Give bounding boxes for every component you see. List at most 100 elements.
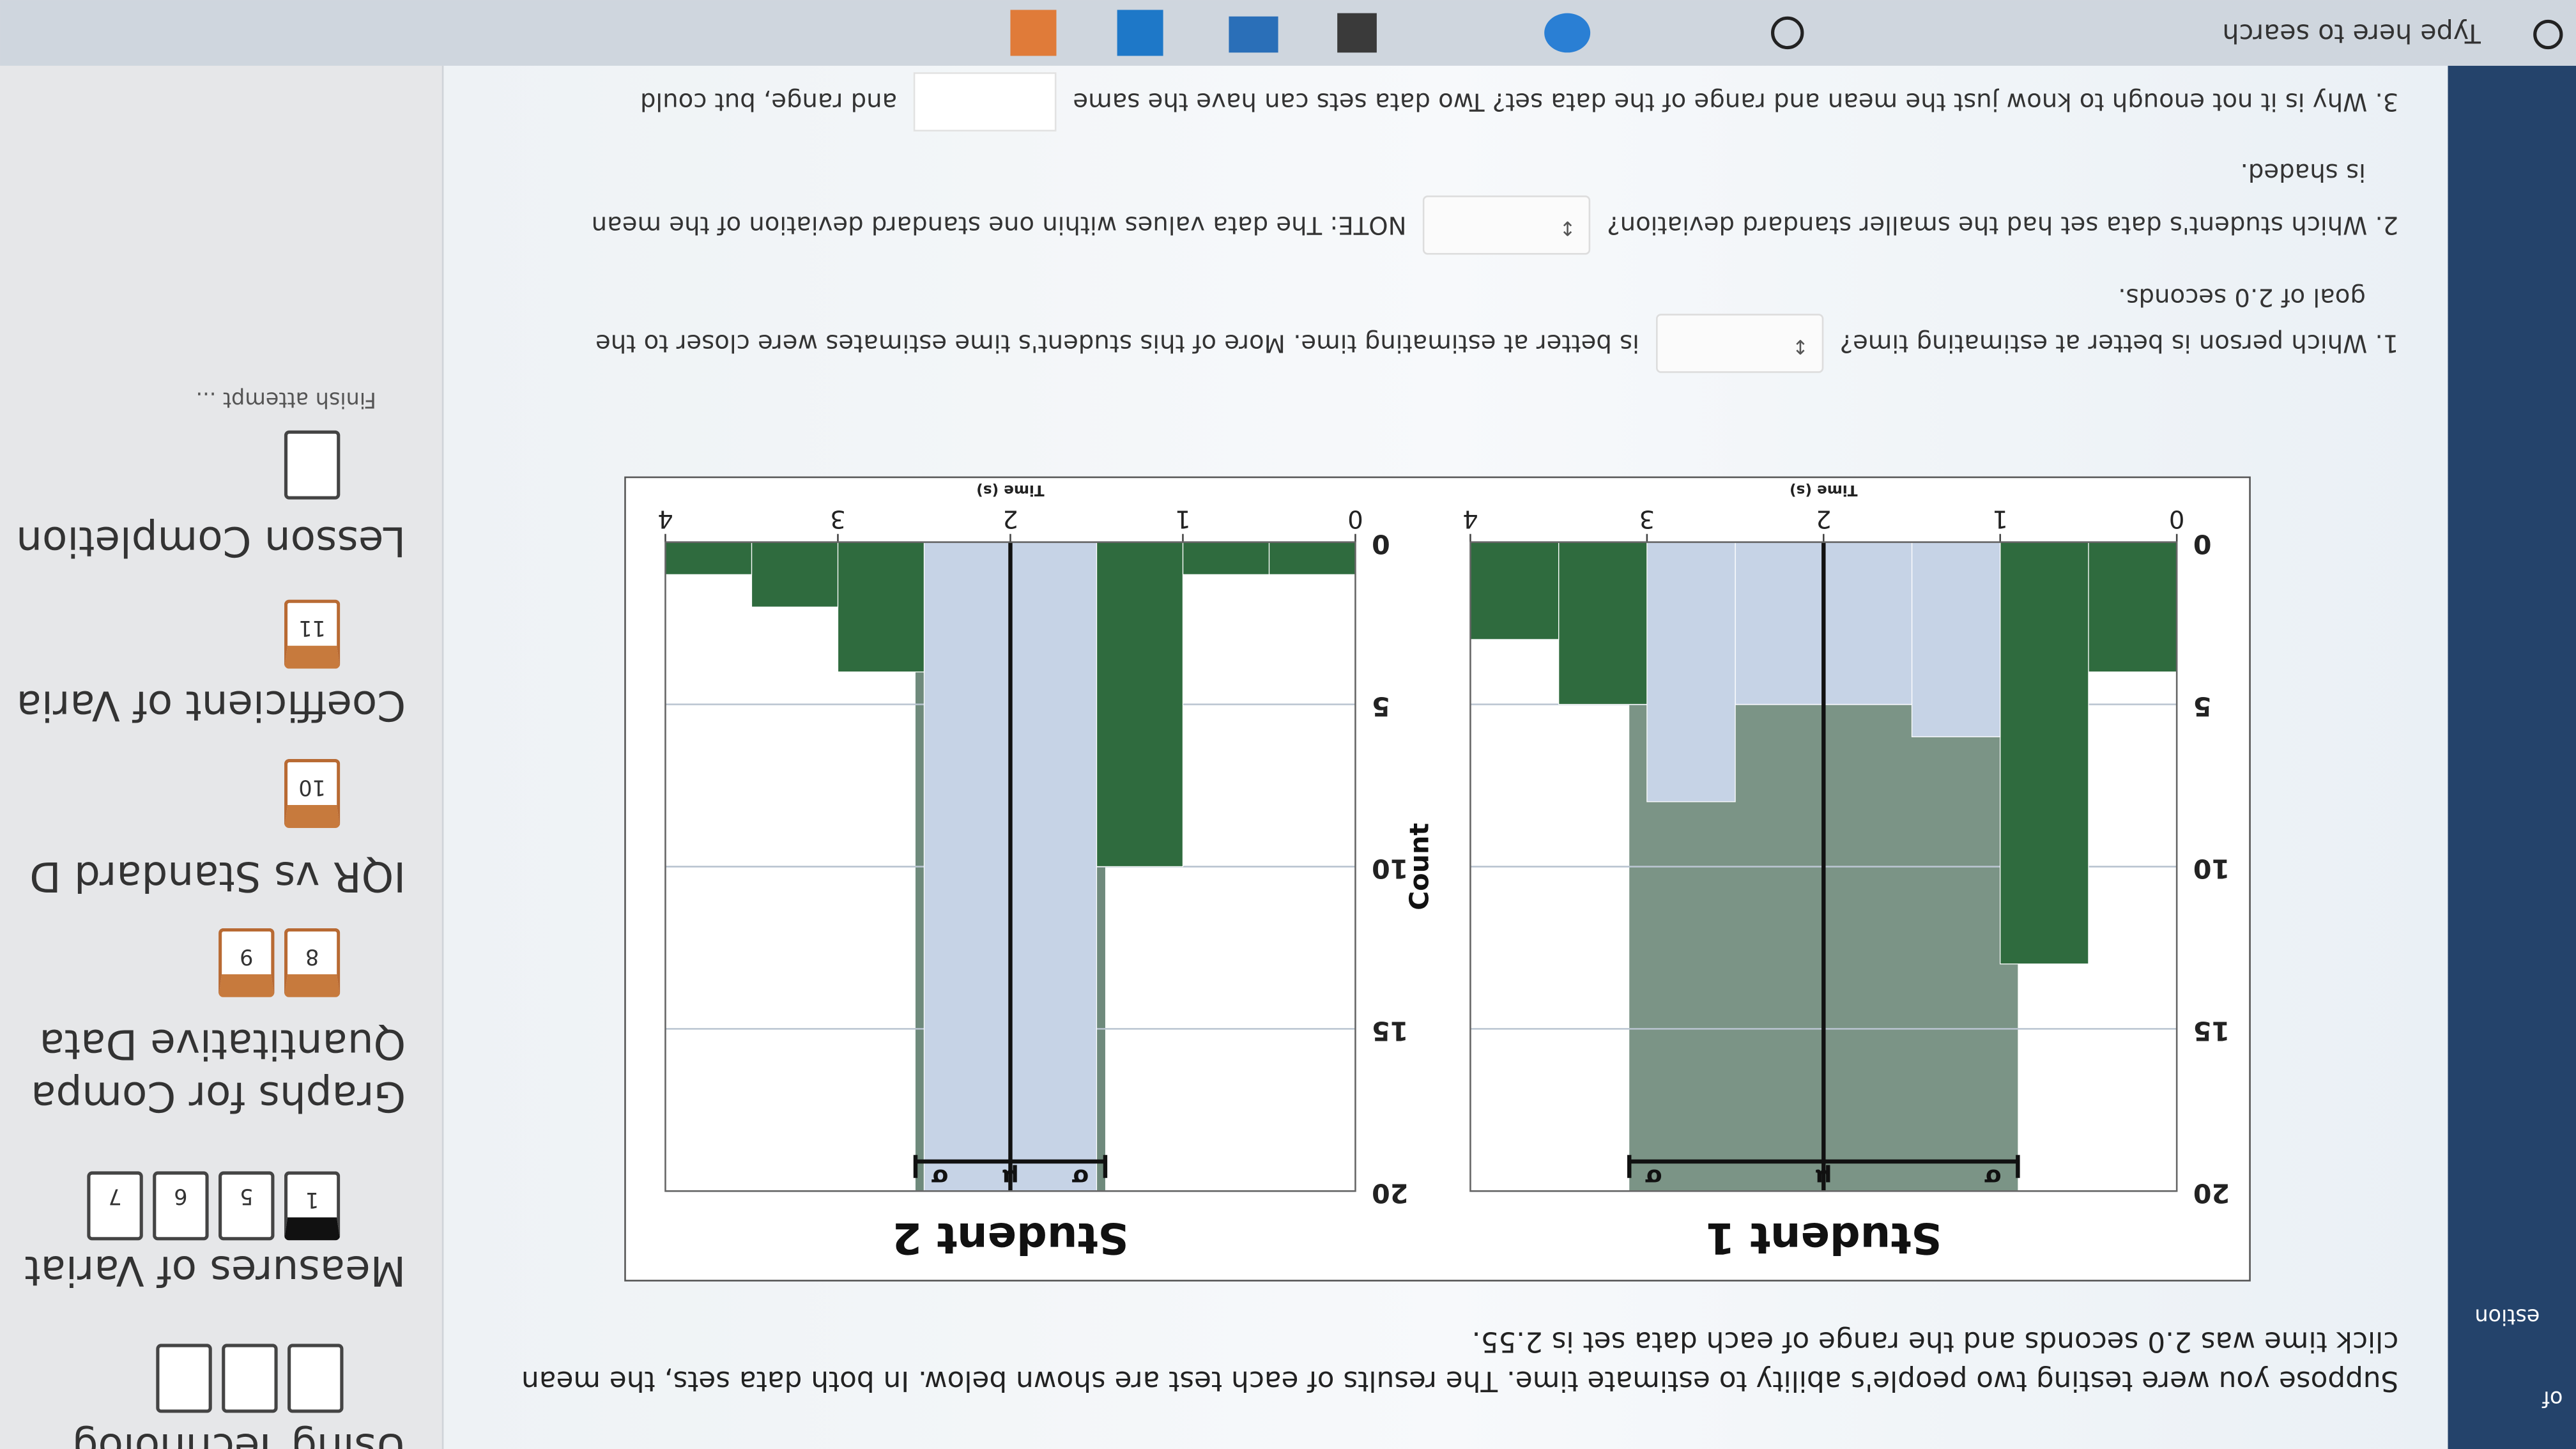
y-tick-label: 0 <box>2193 529 2212 560</box>
bar <box>1469 541 1560 640</box>
section-title: Measures of Variat <box>24 1246 406 1295</box>
y-tick-label: 0 <box>1372 529 1390 560</box>
search-box[interactable]: Type here to search <box>2222 18 2481 50</box>
sd-label: σ <box>1984 1164 2002 1190</box>
sd-label: σ <box>930 1164 948 1190</box>
sd-label: σ <box>1644 1164 1662 1190</box>
q2-dropdown[interactable] <box>1423 195 1591 255</box>
lesson-box[interactable] <box>284 430 341 500</box>
edge-icon[interactable] <box>1544 13 1591 53</box>
nav-of: of <box>2542 1384 2563 1410</box>
x-tick-label: 2 <box>1816 505 1832 533</box>
nav-box[interactable] <box>156 1344 212 1413</box>
x-tick-label: 2 <box>1002 505 1018 533</box>
bar <box>1735 541 1824 705</box>
bar <box>1646 541 1736 802</box>
app-icon[interactable] <box>1117 10 1163 56</box>
lesson-box[interactable]: 5 <box>218 1171 275 1241</box>
x-tick-label: 1 <box>1992 505 2008 533</box>
x-tick-label: 3 <box>830 505 846 533</box>
x-axis-label: Time (s) <box>976 482 1044 498</box>
question-2: 2. Which student's data set had the smal… <box>592 195 2399 255</box>
q1-line2: goal of 2.0 seconds. <box>2118 282 2366 312</box>
question-3: 3. Why is it not enough to know just the… <box>640 72 2398 132</box>
x-tick-label: 0 <box>2169 505 2185 533</box>
x-tick-label: 1 <box>1175 505 1191 533</box>
bar <box>2088 541 2177 673</box>
y-tick-label: 10 <box>1372 853 1408 884</box>
search-icon[interactable] <box>2533 19 2563 50</box>
x-tick-label: 4 <box>657 505 673 533</box>
lesson-box[interactable]: 7 <box>87 1171 143 1241</box>
section-title: Lesson Completion <box>16 518 406 565</box>
bar <box>1096 541 1184 868</box>
question-nav: of estion <box>2448 65 2576 1449</box>
y-tick-label: 10 <box>2193 853 2230 884</box>
lesson-box[interactable]: 9 <box>218 928 275 997</box>
y-tick-label: 5 <box>2193 691 2212 722</box>
x-tick-label: 0 <box>1347 505 1363 533</box>
bar <box>1911 541 2001 737</box>
sd-label: σ <box>1071 1164 1089 1190</box>
chart-title: Student 1 <box>1705 1213 1942 1263</box>
cortana-icon[interactable] <box>1771 16 1804 50</box>
lesson-box[interactable]: 6 <box>153 1171 209 1241</box>
mean-label: μ <box>1815 1164 1832 1190</box>
plot-border <box>664 541 1356 1192</box>
bar <box>751 541 839 608</box>
question-1: 1. Which person is better at estimating … <box>595 314 2398 373</box>
y-axis-label: Count <box>1404 823 1434 910</box>
mean-label: μ <box>1002 1164 1018 1190</box>
sidebar-top: Using Technolog <box>72 1424 406 1449</box>
y-tick-label: 20 <box>1372 1177 1408 1208</box>
q3-prompt: 3. Why is it not enough to know just the… <box>1073 87 2399 117</box>
q3-after: and range, but could <box>640 87 898 117</box>
y-tick-label: 20 <box>2193 1177 2230 1208</box>
bar <box>1182 541 1270 576</box>
store-icon[interactable] <box>1337 13 1377 53</box>
bar <box>1558 541 1648 705</box>
app-icon[interactable] <box>1010 10 1057 56</box>
nav-box[interactable] <box>222 1344 278 1413</box>
lesson-box[interactable]: 8 <box>284 928 341 997</box>
section-subtitle: Quantitative Data <box>39 1020 406 1068</box>
bar <box>1823 541 1913 705</box>
section-title: Graphs for Compa <box>31 1073 406 1121</box>
section-title: Coefficient of Varia <box>16 682 406 730</box>
mail-icon[interactable] <box>1229 16 1278 53</box>
nav-question[interactable]: estion <box>2474 1303 2540 1328</box>
nav-box[interactable] <box>288 1344 344 1413</box>
bar <box>1009 541 1098 1192</box>
lesson-box[interactable]: 1 <box>284 1171 341 1241</box>
bar <box>1268 541 1356 576</box>
q3-input[interactable] <box>913 72 1057 132</box>
taskbar: Type here to search <box>0 0 2576 66</box>
question-intro: Suppose you were testing two people's ab… <box>521 1324 2399 1397</box>
y-tick-label: 15 <box>1372 1015 1408 1046</box>
lesson-sidebar: Using Technolog Measures of Variat 1 5 6… <box>0 65 444 1449</box>
finish-attempt[interactable]: Finish attempt ... <box>195 386 376 411</box>
q2-prompt: 2. Which student's data set had the smal… <box>1607 210 2399 240</box>
bar <box>923 541 1011 1192</box>
q1-after: is better at estimating time. More of th… <box>595 328 1639 358</box>
y-tick-label: 5 <box>1372 691 1390 722</box>
plot-border <box>1469 541 2178 1192</box>
q2-line2: is shaded. <box>2240 157 2366 188</box>
chart-title: Student 2 <box>892 1213 1128 1263</box>
bar <box>664 541 753 576</box>
x-tick-label: 4 <box>1462 505 1478 533</box>
x-tick-label: 3 <box>1639 505 1655 533</box>
x-axis-label: Time (s) <box>1790 482 1857 498</box>
section-title: IQR vs Standard D <box>29 852 406 901</box>
lesson-box[interactable]: 10 <box>284 759 341 829</box>
y-tick-label: 15 <box>2193 1015 2230 1046</box>
bar <box>2000 541 2089 965</box>
q2-after: NOTE: The data values within one standar… <box>591 210 1407 240</box>
q1-prompt: 1. Which person is better at estimating … <box>1839 328 2399 358</box>
lesson-box[interactable]: 11 <box>284 599 341 669</box>
q1-dropdown[interactable] <box>1655 314 1823 373</box>
bar <box>837 541 925 673</box>
